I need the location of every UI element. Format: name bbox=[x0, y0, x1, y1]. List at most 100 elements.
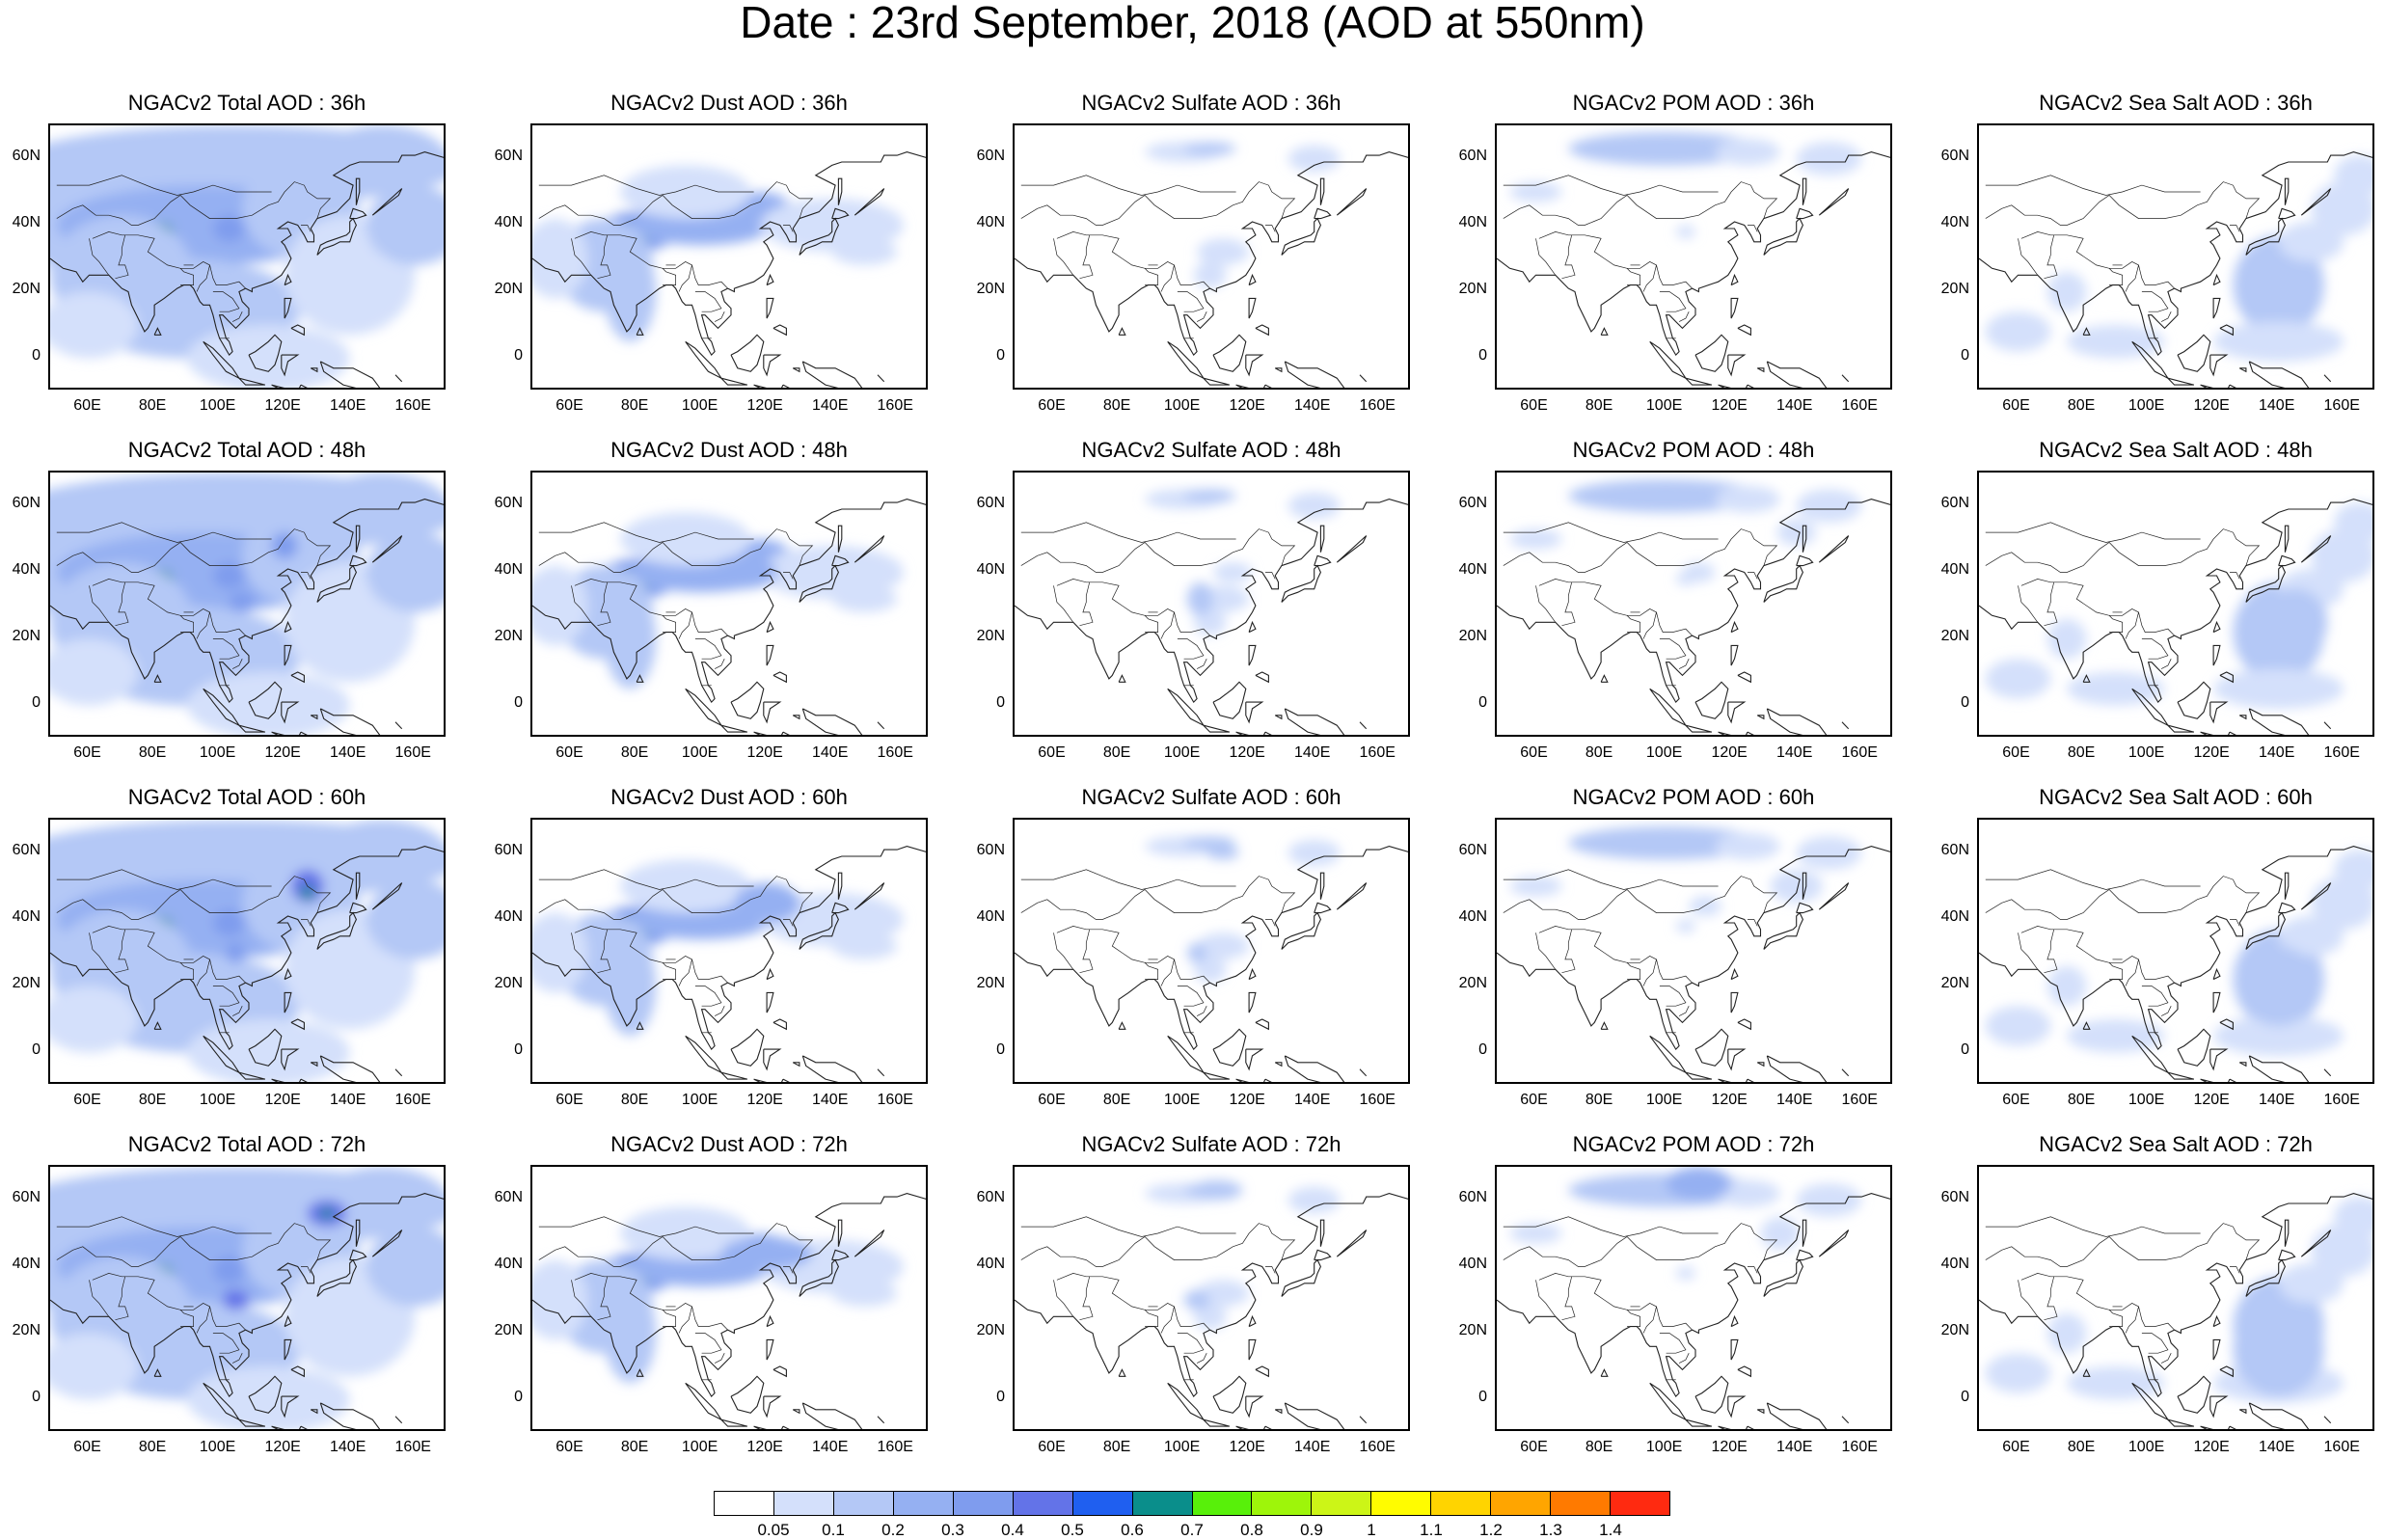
coastline bbox=[792, 715, 800, 720]
coastline bbox=[1727, 354, 1747, 377]
panel-title: NGACv2 Total AOD : 48h bbox=[127, 438, 366, 462]
coastline bbox=[1248, 644, 1257, 666]
lon-tick-label: 160E bbox=[2323, 397, 2360, 414]
country-border bbox=[1079, 929, 1094, 974]
country-border bbox=[115, 1276, 129, 1321]
country-border bbox=[196, 1306, 210, 1334]
coastline bbox=[532, 499, 926, 704]
aod-blob bbox=[1715, 1179, 1780, 1207]
lon-tick-label: 160E bbox=[1841, 744, 1878, 761]
country-border bbox=[571, 585, 592, 623]
coastline bbox=[284, 967, 292, 981]
coastline bbox=[1118, 327, 1126, 336]
colorbar-swatch bbox=[1611, 1492, 1669, 1515]
country-border bbox=[1196, 1006, 1207, 1016]
lon-tick-label: 160E bbox=[1841, 1092, 1878, 1108]
map-panel-total bbox=[48, 1165, 446, 1431]
coastline bbox=[1212, 1375, 1247, 1414]
country-border bbox=[1985, 522, 2201, 543]
map-panel-dust bbox=[530, 471, 928, 737]
lon-tick-label: 100E bbox=[2128, 1439, 2165, 1455]
lon-tick-label: 140E bbox=[812, 397, 849, 414]
coastline bbox=[153, 1021, 162, 1030]
lon-tick-label: 100E bbox=[1645, 744, 1683, 761]
coastline bbox=[730, 1028, 765, 1067]
lon-tick-label: 100E bbox=[1163, 397, 1201, 414]
map-svg bbox=[50, 1167, 444, 1429]
aod-blob bbox=[1509, 528, 1562, 550]
aod-field bbox=[1509, 825, 1862, 933]
coastline bbox=[1685, 724, 1713, 733]
country-border bbox=[92, 1273, 246, 1331]
country-border bbox=[2044, 581, 2058, 627]
aod-blob bbox=[1193, 956, 1227, 984]
coastline bbox=[1255, 324, 1269, 337]
lon-tick-label: 80E bbox=[1102, 1092, 1131, 1108]
coastline bbox=[371, 535, 403, 563]
country-border bbox=[538, 522, 754, 543]
lat-tick-label: 20N bbox=[12, 974, 41, 991]
coastline bbox=[2278, 207, 2296, 220]
country-border bbox=[2108, 962, 2123, 980]
coastline bbox=[854, 535, 885, 563]
aod-blob bbox=[50, 291, 139, 359]
coastline bbox=[299, 1078, 308, 1082]
coastline bbox=[1796, 207, 1814, 220]
coastline bbox=[2167, 1071, 2195, 1080]
lon-tick-label: 120E bbox=[264, 744, 301, 761]
lon-tick-label: 140E bbox=[1776, 397, 1813, 414]
aod-blob bbox=[316, 820, 444, 886]
lon-tick-label: 120E bbox=[1711, 744, 1748, 761]
panel-title: NGACv2 Total AOD : 60h bbox=[127, 785, 366, 809]
country-border bbox=[1053, 932, 1074, 970]
aod-blob bbox=[2067, 1019, 2165, 1053]
country-border bbox=[212, 1333, 240, 1354]
lat-tick-label: 0 bbox=[32, 346, 41, 364]
aod-blob bbox=[1760, 1216, 1801, 1251]
country-border bbox=[1678, 659, 1690, 669]
coastline bbox=[2300, 882, 2332, 910]
country-border bbox=[2230, 1266, 2240, 1274]
panel-title: NGACv2 Dust AOD : 72h bbox=[610, 1132, 848, 1156]
aod-blob bbox=[1568, 478, 1764, 513]
country-border bbox=[1561, 929, 1576, 974]
aod-field bbox=[1145, 836, 1341, 984]
country-border bbox=[574, 926, 728, 984]
coastline bbox=[2209, 1048, 2229, 1071]
lat-tick-label: 60N bbox=[12, 494, 41, 511]
country-border bbox=[714, 1353, 725, 1364]
lon-tick-label: 160E bbox=[394, 397, 431, 414]
country-border bbox=[2125, 264, 2139, 292]
country-border bbox=[714, 1006, 725, 1016]
coastline bbox=[766, 620, 774, 634]
coastline bbox=[2284, 177, 2290, 205]
coastline bbox=[801, 708, 863, 735]
lon-tick-label: 60E bbox=[73, 397, 101, 414]
coastline bbox=[271, 731, 285, 735]
map-svg bbox=[1979, 499, 2372, 735]
coastline bbox=[837, 525, 843, 553]
coastline bbox=[1284, 1055, 1345, 1082]
coastline bbox=[730, 334, 765, 372]
country-border bbox=[179, 615, 194, 633]
coastline bbox=[685, 1035, 723, 1074]
lat-tick-label: 20N bbox=[1458, 280, 1487, 297]
coastline bbox=[763, 701, 782, 724]
coastline bbox=[781, 1425, 790, 1429]
colorbar-swatch bbox=[715, 1492, 774, 1515]
country-border bbox=[1160, 959, 1175, 986]
lon-tick-label: 160E bbox=[877, 1092, 913, 1108]
country-border bbox=[2125, 959, 2139, 986]
coastline bbox=[1841, 721, 1850, 730]
lat-tick-label: 20N bbox=[1940, 627, 1969, 644]
aod-field bbox=[1145, 142, 1341, 289]
aod-blob bbox=[212, 562, 246, 589]
aod-blob bbox=[620, 1206, 751, 1260]
lon-tick-label: 120E bbox=[1711, 397, 1748, 414]
aod-field bbox=[1145, 489, 1341, 636]
coastline bbox=[1235, 1425, 1249, 1429]
coastline bbox=[781, 384, 790, 388]
lon-tick-label: 140E bbox=[1776, 744, 1813, 761]
country-border bbox=[1985, 869, 2201, 890]
country-border bbox=[1056, 579, 1210, 636]
